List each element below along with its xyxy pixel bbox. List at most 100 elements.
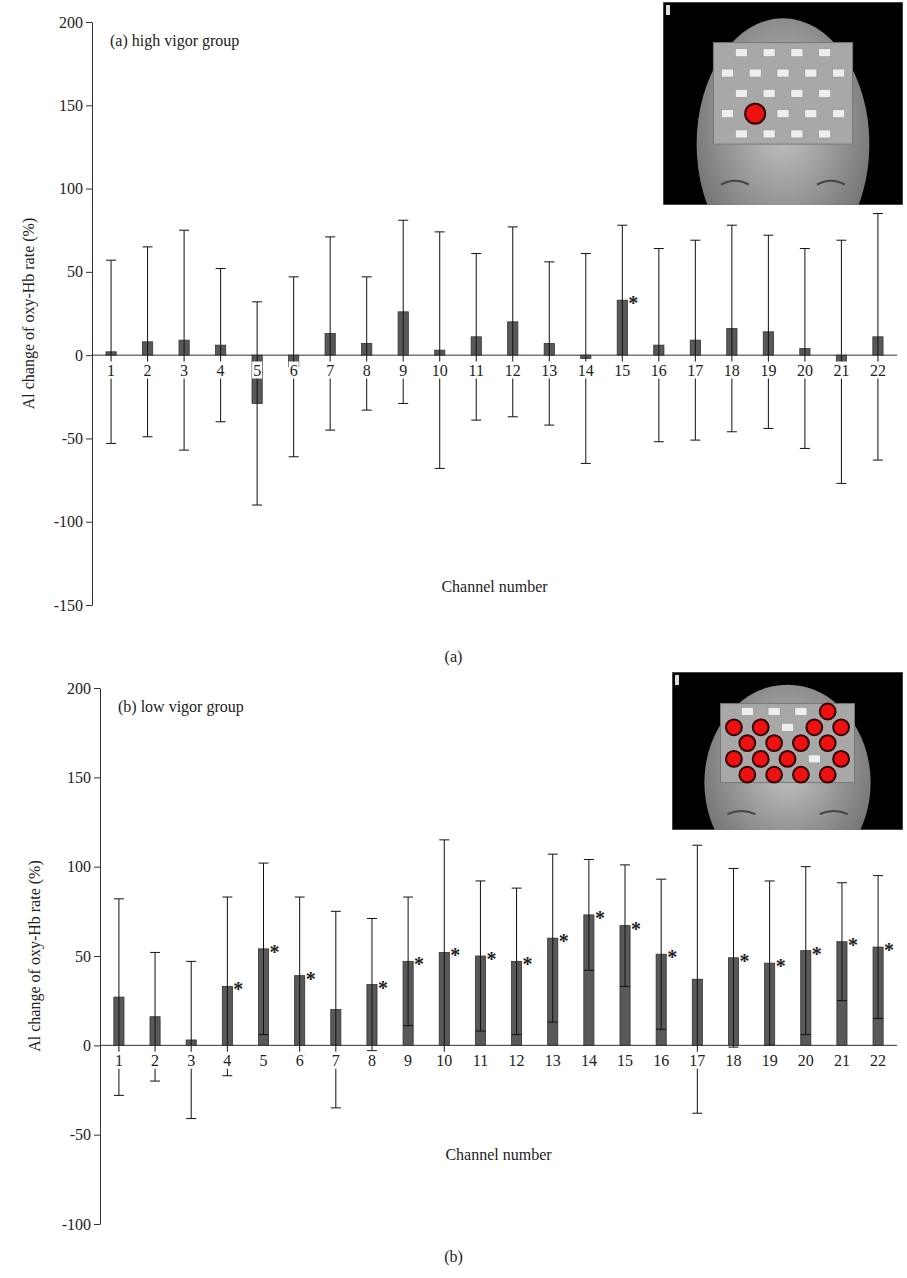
error-bar <box>289 277 299 457</box>
error-bar <box>620 865 630 986</box>
probe-cell <box>833 69 845 77</box>
error-bar <box>512 888 522 1035</box>
label-patch <box>723 362 741 379</box>
error-bar <box>584 860 594 971</box>
error-bar <box>508 227 518 417</box>
probe-cell <box>791 49 803 57</box>
panel-caption: (a) <box>445 648 463 666</box>
x-tick: 13 <box>540 355 558 378</box>
label-patch <box>652 1052 670 1069</box>
label-patch <box>143 362 153 379</box>
x-tick: 7 <box>325 355 335 378</box>
x-tick-label: 13 <box>545 1052 561 1069</box>
y-tick: 100 <box>67 858 100 875</box>
y-tick: 50 <box>75 948 100 965</box>
y-axis-title: Al change of oxy-Hb rate (%) <box>20 218 38 409</box>
significance-marker: * <box>848 934 858 956</box>
inset-toolbar <box>666 5 670 15</box>
x-tick: 19 <box>759 355 777 378</box>
probe-cell <box>791 89 803 97</box>
y-tick: 150 <box>67 769 100 786</box>
error-bar <box>403 897 413 1026</box>
error-bar <box>801 867 811 1035</box>
x-tick: 21 <box>832 355 850 378</box>
label-patch <box>540 362 558 379</box>
x-tick: 13 <box>544 1045 562 1068</box>
label-patch <box>833 1052 851 1069</box>
x-tick: 10 <box>431 355 449 378</box>
label-patch <box>186 1052 196 1069</box>
label-patch <box>216 362 226 379</box>
y-tick-label: 150 <box>59 97 83 114</box>
probe-cell <box>805 110 817 118</box>
x-tick: 11 <box>472 1045 489 1068</box>
probe-cell <box>819 49 831 57</box>
x-tick-label: 6 <box>296 1052 304 1069</box>
probe-cell <box>763 49 775 57</box>
x-tick: 14 <box>580 1045 598 1068</box>
x-tick: 6 <box>289 355 299 378</box>
significant-channel-dot <box>726 751 742 767</box>
significance-marker: * <box>559 930 569 952</box>
label-patch <box>759 362 777 379</box>
y-tick-mark <box>86 189 92 190</box>
x-tick: 8 <box>362 355 372 378</box>
x-axis: 12345678910111213141516171819202122 <box>92 355 897 378</box>
error-bar <box>800 249 810 449</box>
error-bar <box>873 876 883 1019</box>
label-patch <box>796 362 814 379</box>
label-patch <box>325 362 335 379</box>
significant-channel-dot <box>820 767 836 783</box>
x-tick: 6 <box>295 1045 305 1068</box>
y-tick-label: 50 <box>75 948 91 965</box>
label-patch <box>580 1052 598 1069</box>
error-bar <box>179 230 189 450</box>
y-tick: 200 <box>67 680 100 697</box>
y-tick: 150 <box>59 97 92 114</box>
x-tick: 9 <box>398 355 408 378</box>
significant-channel-dot <box>726 719 742 735</box>
chart-title: (a) high vigor group <box>110 32 239 50</box>
y-tick-label: 100 <box>59 180 83 197</box>
probe-cell <box>735 130 747 138</box>
y-tick-label: 50 <box>67 263 83 280</box>
error-bar <box>656 879 666 1029</box>
x-tick: 12 <box>508 1045 526 1068</box>
y-tick-label: -50 <box>62 430 83 447</box>
probe-cell <box>805 69 817 77</box>
x-tick-label: 16 <box>653 1052 669 1069</box>
x-tick: 3 <box>186 1045 196 1068</box>
probe-cell <box>777 69 789 77</box>
significance-marker: * <box>631 918 641 940</box>
x-tick-label: 22 <box>870 362 886 379</box>
inset <box>663 2 903 205</box>
panel-caption: (b) <box>444 1248 463 1266</box>
y-tick-label: 150 <box>67 769 91 786</box>
error-bar <box>367 918 377 1050</box>
label-patch <box>114 1052 124 1069</box>
x-tick-label: 14 <box>578 362 594 379</box>
y-tick-mark <box>86 355 92 356</box>
error-bar <box>435 232 445 469</box>
probe-cell <box>721 110 733 118</box>
error-bar <box>106 260 116 443</box>
x-tick-label: 9 <box>399 362 407 379</box>
inset-eye <box>721 181 749 185</box>
inset-head <box>697 18 870 205</box>
y-tick-mark <box>86 272 92 273</box>
y-tick-label: 200 <box>67 680 91 697</box>
significance-marker: * <box>628 292 638 314</box>
x-tick-label: 17 <box>687 362 703 379</box>
y-tick-label: -50 <box>70 1126 91 1143</box>
significance-marker: * <box>378 977 388 999</box>
y-tick-label: 0 <box>83 1037 91 1054</box>
y-tick: 200 <box>59 14 92 31</box>
x-tick-label: 4 <box>217 362 225 379</box>
inset-head <box>704 685 870 830</box>
x-axis: 12345678910111213141516171819202122 <box>100 1045 897 1068</box>
label-patch <box>106 362 116 379</box>
probe-cell <box>819 130 831 138</box>
y-axis-line <box>100 689 101 1225</box>
label-patch <box>150 1052 160 1069</box>
x-tick-label: 1 <box>107 362 115 379</box>
